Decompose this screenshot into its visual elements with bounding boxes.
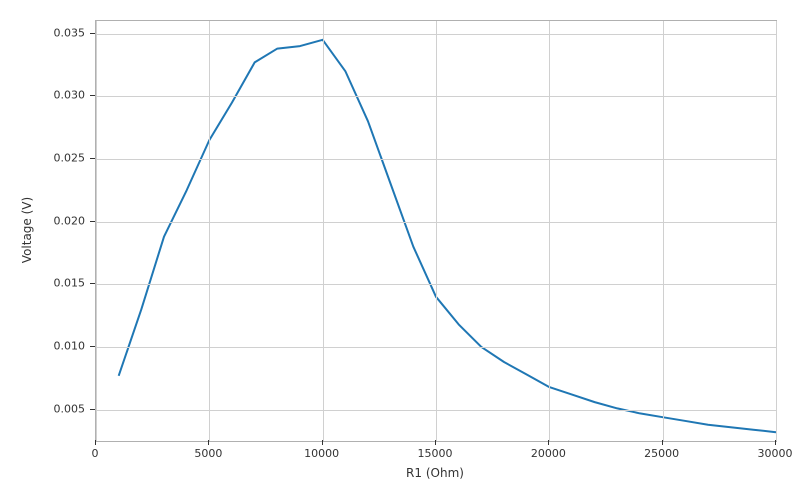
x-grid-line [776,21,777,441]
x-tick-mark [435,440,436,445]
y-tick-label: 0.030 [54,89,86,102]
x-tick-label: 15000 [418,447,453,460]
x-grid-line [323,21,324,441]
series-line [119,40,776,432]
x-grid-line [436,21,437,441]
y-tick-mark [90,221,95,222]
x-tick-mark [208,440,209,445]
y-grid-line [96,347,776,348]
x-grid-line [96,21,97,441]
x-tick-mark [548,440,549,445]
x-tick-label: 20000 [531,447,566,460]
y-tick-label: 0.005 [54,402,86,415]
y-tick-mark [90,158,95,159]
y-grid-line [96,159,776,160]
y-tick-label: 0.015 [54,277,86,290]
x-tick-mark [95,440,96,445]
chart-figure: R1 (Ohm) Voltage (V) 0 5000 10000 15000 2000… [0,0,800,500]
x-tick-label: 30000 [758,447,793,460]
y-tick-mark [90,346,95,347]
y-tick-mark [90,409,95,410]
x-tick-mark [322,440,323,445]
y-grid-line [96,34,776,35]
x-tick-label: 5000 [194,447,222,460]
x-tick-mark [775,440,776,445]
x-tick-label: 10000 [304,447,339,460]
x-tick-label: 25000 [644,447,679,460]
y-grid-line [96,96,776,97]
y-grid-line [96,284,776,285]
y-grid-line [96,222,776,223]
x-tick-label: 0 [92,447,99,460]
y-grid-line [96,410,776,411]
y-tick-mark [90,283,95,284]
x-grid-line [209,21,210,441]
y-tick-label: 0.035 [54,26,86,39]
x-axis-label: R1 (Ohm) [406,466,464,480]
y-tick-label: 0.020 [54,214,86,227]
y-tick-label: 0.025 [54,151,86,164]
y-axis-label: Voltage (V) [20,197,34,263]
y-tick-label: 0.010 [54,339,86,352]
x-grid-line [663,21,664,441]
plot-area [95,20,777,442]
x-tick-mark [662,440,663,445]
y-tick-mark [90,33,95,34]
y-tick-mark [90,95,95,96]
x-grid-line [549,21,550,441]
